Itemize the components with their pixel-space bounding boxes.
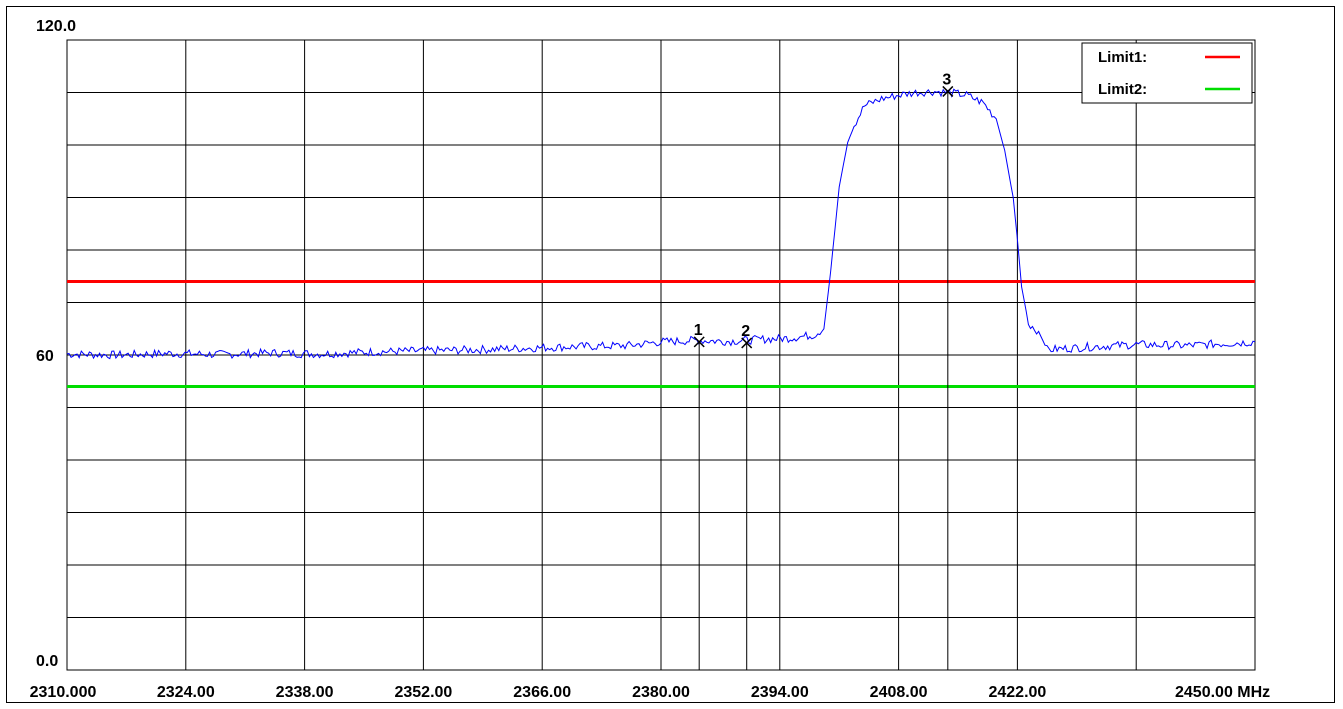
grid xyxy=(66,39,1256,671)
x-tick-label: 2394.00 xyxy=(751,684,809,701)
trace-group xyxy=(66,88,1256,360)
x-tick-label: 2380.00 xyxy=(632,684,690,701)
legend: Limit1: Limit2: xyxy=(1081,42,1253,104)
marker-label: 3 xyxy=(942,71,951,88)
spectrum-trace xyxy=(66,88,1256,360)
x-tick-label: 2450.00 MHz xyxy=(1175,684,1270,701)
marker-label: 2 xyxy=(741,323,750,340)
x-tick-label: 2310.000 xyxy=(30,684,97,701)
legend-label: Limit2: xyxy=(1098,81,1147,98)
y-tick-label: 60 xyxy=(36,348,54,365)
x-tick-label: 2408.00 xyxy=(870,684,928,701)
y-tick-label: 120.0 xyxy=(36,18,76,35)
marker-x-icon xyxy=(741,337,753,349)
x-tick-label: 2422.00 xyxy=(988,684,1046,701)
x-tick-label: 2366.00 xyxy=(513,684,571,701)
y-axis-ticks: 120.0 60 0.0 xyxy=(36,18,76,670)
y-tick-label: 0.0 xyxy=(36,653,58,670)
x-tick-label: 2338.00 xyxy=(276,684,334,701)
legend-box xyxy=(1081,42,1253,104)
limit-lines xyxy=(67,280,1255,388)
legend-label: Limit1: xyxy=(1098,49,1147,66)
chart-frame xyxy=(6,6,1335,703)
marker-x-icon xyxy=(942,85,954,97)
marker-label: 1 xyxy=(694,322,703,339)
marker-x-icon xyxy=(693,336,705,348)
markers: 1 2 3 xyxy=(693,71,954,670)
x-tick-label: 2324.00 xyxy=(157,684,215,701)
x-tick-label: 2352.00 xyxy=(394,684,452,701)
x-axis-ticks: 2310.000 2324.00 2338.00 2352.00 2366.00 2380… xyxy=(30,684,1271,701)
